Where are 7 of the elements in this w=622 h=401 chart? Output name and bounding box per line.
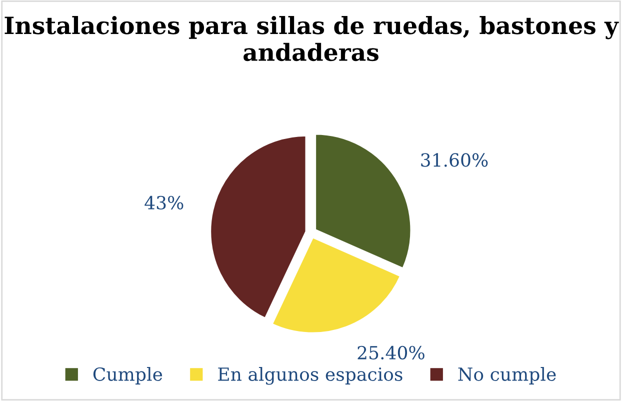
- legend-label: Cumple: [93, 367, 162, 384]
- data-label: 43%: [144, 196, 184, 210]
- chart-title: Instalaciones para sillas de ruedas, bastones y andaderas: [4, 16, 619, 62]
- data-label: 25.40%: [358, 346, 424, 360]
- legend-label: No cumple: [458, 367, 556, 384]
- data-label: 31.60%: [421, 153, 488, 167]
- legend-label: En algunos espacios: [218, 367, 402, 385]
